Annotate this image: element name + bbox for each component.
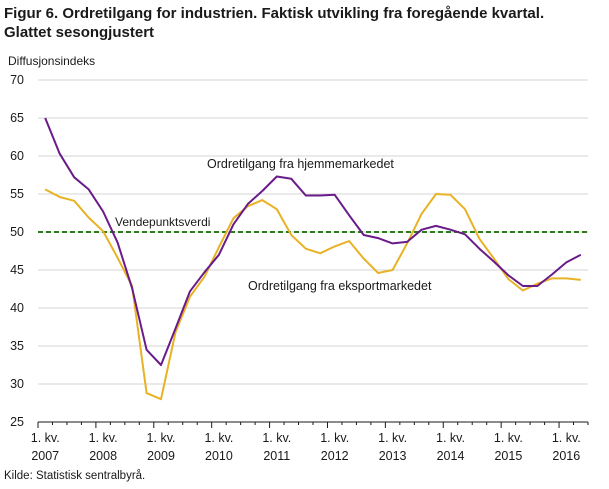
x-tick-label-2008: 1. kv.: [89, 431, 118, 445]
x-tick-label-2012: 1. kv.: [320, 431, 349, 445]
x-tick-label-2010: 1. kv.: [204, 431, 233, 445]
x-tick-year-2011: 2011: [263, 449, 290, 463]
x-tick-year-2016: 2016: [552, 449, 580, 463]
chart-title-line2: Glattet sesongjustert: [4, 24, 155, 41]
y-tick-label-35: 35: [10, 339, 24, 353]
x-tick-year-2015: 2015: [494, 449, 522, 463]
x-tick-year-2012: 2012: [321, 449, 349, 463]
x-tick-label-2014: 1. kv.: [436, 431, 465, 445]
y-tick-labels: 25 30 35 40 45 50 55 60 65 70: [10, 73, 24, 429]
series-annotations: Ordretilgang fra hjemmemarkedet Ordretilg…: [207, 157, 432, 293]
source-note: Kilde: Statistisk sentralbyrå.: [4, 470, 146, 482]
y-tick-label-60: 60: [10, 149, 24, 163]
chart-title-line1: Figur 6. Ordretilgang for industrien. Fa…: [4, 5, 545, 22]
x-tick-label-2009: 1. kv.: [147, 431, 176, 445]
series-lines: [44, 117, 582, 401]
x-tick-label-2011: 1. kv.: [262, 431, 291, 445]
x-tick-year-2009: 2009: [147, 449, 175, 463]
x-tick-year-2007: 2007: [31, 449, 59, 463]
series-line-hjemmemarkedet: [44, 117, 582, 366]
gridlines: [38, 79, 588, 385]
x-tick-label-2013: 1. kv.: [378, 431, 407, 445]
y-axis-label: Diffusjonsindeks: [8, 54, 95, 68]
annotation-eksportmarkedet: Ordretilgang fra eksportmarkedet: [248, 279, 432, 293]
y-tick-label-40: 40: [10, 301, 24, 315]
reference-line-label: Vendepunktsverdi: [115, 215, 210, 229]
y-tick-label-55: 55: [10, 187, 24, 201]
y-tick-label-50: 50: [10, 225, 24, 239]
chart-title: Figur 6. Ordretilgang for industrien. Fa…: [4, 4, 604, 42]
x-tick-year-2010: 2010: [205, 449, 233, 463]
x-tick-year-2013: 2013: [379, 449, 407, 463]
y-tick-label-30: 30: [10, 377, 24, 391]
y-tick-label-65: 65: [10, 111, 24, 125]
y-tick-label-25: 25: [10, 415, 24, 429]
x-axis: 1. kv. 2007 1. kv. 2008 1. kv. 2009 1. kv. 2010…: [31, 421, 589, 463]
x-tick-label-2007: 1. kv.: [31, 431, 60, 445]
x-tick-label-2016: 1. kv.: [552, 431, 581, 445]
x-tick-year-2014: 2014: [437, 449, 465, 463]
y-tick-label-45: 45: [10, 263, 24, 277]
series-line-eksportmarkedet: [44, 188, 581, 401]
reference-line: Vendepunktsverdi: [38, 215, 588, 233]
y-tick-label-70: 70: [10, 73, 24, 87]
x-tick-label-2015: 1. kv.: [494, 431, 523, 445]
annotation-hjemmemarkedet: Ordretilgang fra hjemmemarkedet: [207, 157, 394, 171]
x-tick-year-2008: 2008: [89, 449, 117, 463]
